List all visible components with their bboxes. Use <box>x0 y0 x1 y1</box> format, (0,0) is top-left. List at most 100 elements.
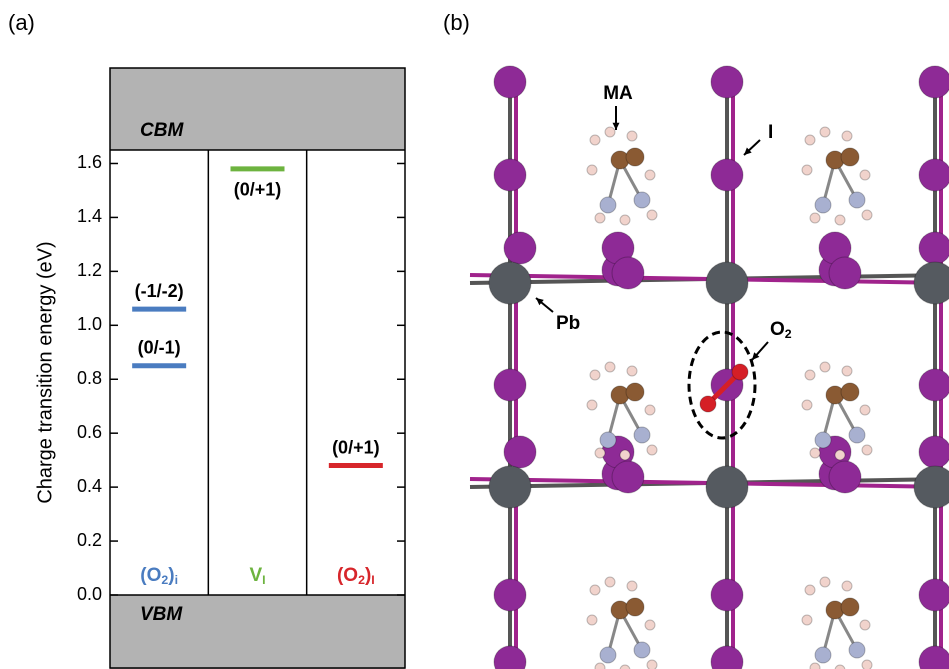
atom <box>849 192 865 208</box>
atom <box>914 262 949 304</box>
band-label: CBM <box>140 120 184 141</box>
column-label-part: I <box>371 573 374 587</box>
atom <box>600 197 616 213</box>
atom <box>835 665 845 669</box>
column-label: VI <box>249 565 265 587</box>
y-tick-label: 1.0 <box>77 314 102 334</box>
figure: (a) (b) MAIPbO2 CBMVBM0.00.20.40.60.81.0… <box>0 0 949 669</box>
atom <box>810 213 820 223</box>
atom <box>732 364 748 380</box>
atom <box>919 159 949 191</box>
atom <box>706 466 748 508</box>
atom <box>587 400 597 410</box>
column-label-part: i <box>175 573 178 587</box>
column-label-part: (O <box>140 565 161 586</box>
atom <box>494 579 526 611</box>
atom-label: MA <box>603 83 633 104</box>
atom <box>590 135 600 145</box>
atom <box>862 445 872 455</box>
atom <box>842 131 852 141</box>
atom <box>626 383 644 401</box>
atom <box>612 461 644 493</box>
atom <box>842 366 852 376</box>
atom <box>802 615 812 625</box>
atom <box>711 646 743 669</box>
y-tick-label: 0.2 <box>77 530 102 550</box>
level-label: (0/+1) <box>332 437 380 457</box>
panel-label: (b) <box>443 10 470 35</box>
atom <box>627 366 637 376</box>
atom <box>862 660 872 669</box>
atom <box>494 66 526 98</box>
y-tick-label: 1.2 <box>77 260 102 280</box>
y-tick-label: 0.6 <box>77 422 102 442</box>
atom <box>919 646 949 669</box>
atom <box>919 66 949 98</box>
atom <box>494 159 526 191</box>
atom <box>802 400 812 410</box>
atom <box>841 148 859 166</box>
atom <box>711 66 743 98</box>
atom <box>829 257 861 289</box>
atom <box>587 165 597 175</box>
atom <box>829 461 861 493</box>
column-label: (O2)i <box>140 565 178 587</box>
atom <box>647 660 657 669</box>
atom <box>802 165 812 175</box>
atom <box>849 427 865 443</box>
atom <box>645 620 655 630</box>
atom <box>820 127 830 137</box>
atom <box>494 646 526 669</box>
atom <box>862 210 872 220</box>
atom <box>595 213 605 223</box>
atom <box>805 370 815 380</box>
atom <box>605 127 615 137</box>
atom <box>841 383 859 401</box>
y-tick-label: 1.6 <box>77 152 102 172</box>
atom <box>612 257 644 289</box>
atom <box>504 436 536 468</box>
atom <box>860 405 870 415</box>
atom <box>919 436 949 468</box>
atom <box>706 262 748 304</box>
atom <box>860 170 870 180</box>
atom-label: I <box>768 122 773 143</box>
level-label: (0/+1) <box>234 180 282 200</box>
atom <box>711 159 743 191</box>
atom <box>494 369 526 401</box>
atom <box>620 450 630 460</box>
column-label-part: (O <box>337 565 358 586</box>
atom <box>647 210 657 220</box>
column-label-part: I <box>262 573 265 587</box>
atom <box>504 232 536 264</box>
level-label: (0/-1) <box>138 338 181 358</box>
atom <box>700 396 716 412</box>
atom <box>645 405 655 415</box>
atom <box>595 663 605 669</box>
crystal-structure: MAIPbO2 <box>470 66 949 669</box>
atom <box>820 362 830 372</box>
atom <box>919 232 949 264</box>
atom <box>605 362 615 372</box>
y-tick-label: 1.4 <box>77 206 102 226</box>
atom <box>626 148 644 166</box>
band-label: VBM <box>140 604 183 625</box>
atom-label: O2 <box>770 319 792 341</box>
column-label: (O2)I <box>337 565 375 587</box>
y-tick-label: 0.8 <box>77 368 102 388</box>
atom <box>860 620 870 630</box>
atom <box>810 663 820 669</box>
atom <box>805 585 815 595</box>
atom <box>841 598 859 616</box>
y-tick-label: 0.4 <box>77 476 102 496</box>
atom <box>919 369 949 401</box>
atom <box>645 170 655 180</box>
y-tick-label: 0.0 <box>77 584 102 604</box>
atom <box>634 642 650 658</box>
atom <box>634 192 650 208</box>
atom <box>620 665 630 669</box>
atom <box>600 432 616 448</box>
atom <box>805 135 815 145</box>
atom-label-part: 2 <box>785 327 792 341</box>
atom <box>626 598 644 616</box>
